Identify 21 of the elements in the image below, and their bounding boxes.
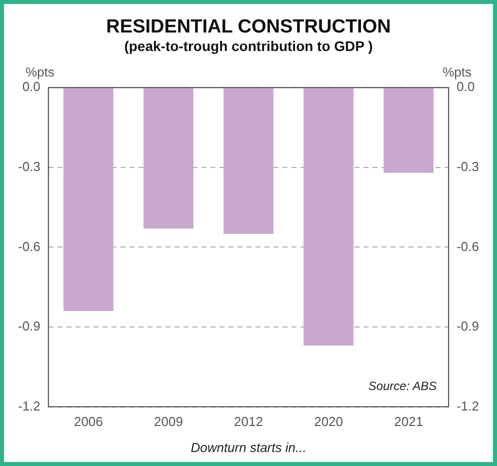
y-tick-label: -0.3: [18, 158, 40, 174]
chart-title: RESIDENTIAL CONSTRUCTION: [106, 16, 391, 38]
y-tick-label: -0.6: [18, 238, 40, 254]
y-tick-label: -0.9: [18, 318, 40, 334]
y-tick-label: 0.0: [22, 79, 40, 94]
x-tick-label: 2009: [154, 414, 183, 430]
y2-tick-label: 0.0: [456, 79, 475, 94]
y2-tick-label: -0.6: [456, 238, 480, 254]
x-tick-label: 2020: [314, 414, 343, 430]
y2-axis-title: %pts: [442, 64, 472, 80]
annotation: Source: ABS: [368, 379, 437, 394]
x-tick-label: 2006: [74, 414, 103, 430]
x-axis-title: Downturn starts in...: [190, 440, 306, 455]
x-tick-label: 2021: [394, 414, 424, 430]
y2-tick-label: -0.9: [456, 318, 480, 334]
y2-tick-label: -0.3: [456, 158, 480, 174]
y-axis-title: %pts: [25, 64, 55, 80]
chart-subtitle: (peak-to-trough contribution to GDP ): [124, 38, 373, 54]
x-tick-label: 2012: [234, 414, 263, 430]
y-tick-label: -1.2: [18, 398, 40, 414]
y2-tick-label: -1.2: [456, 398, 480, 414]
